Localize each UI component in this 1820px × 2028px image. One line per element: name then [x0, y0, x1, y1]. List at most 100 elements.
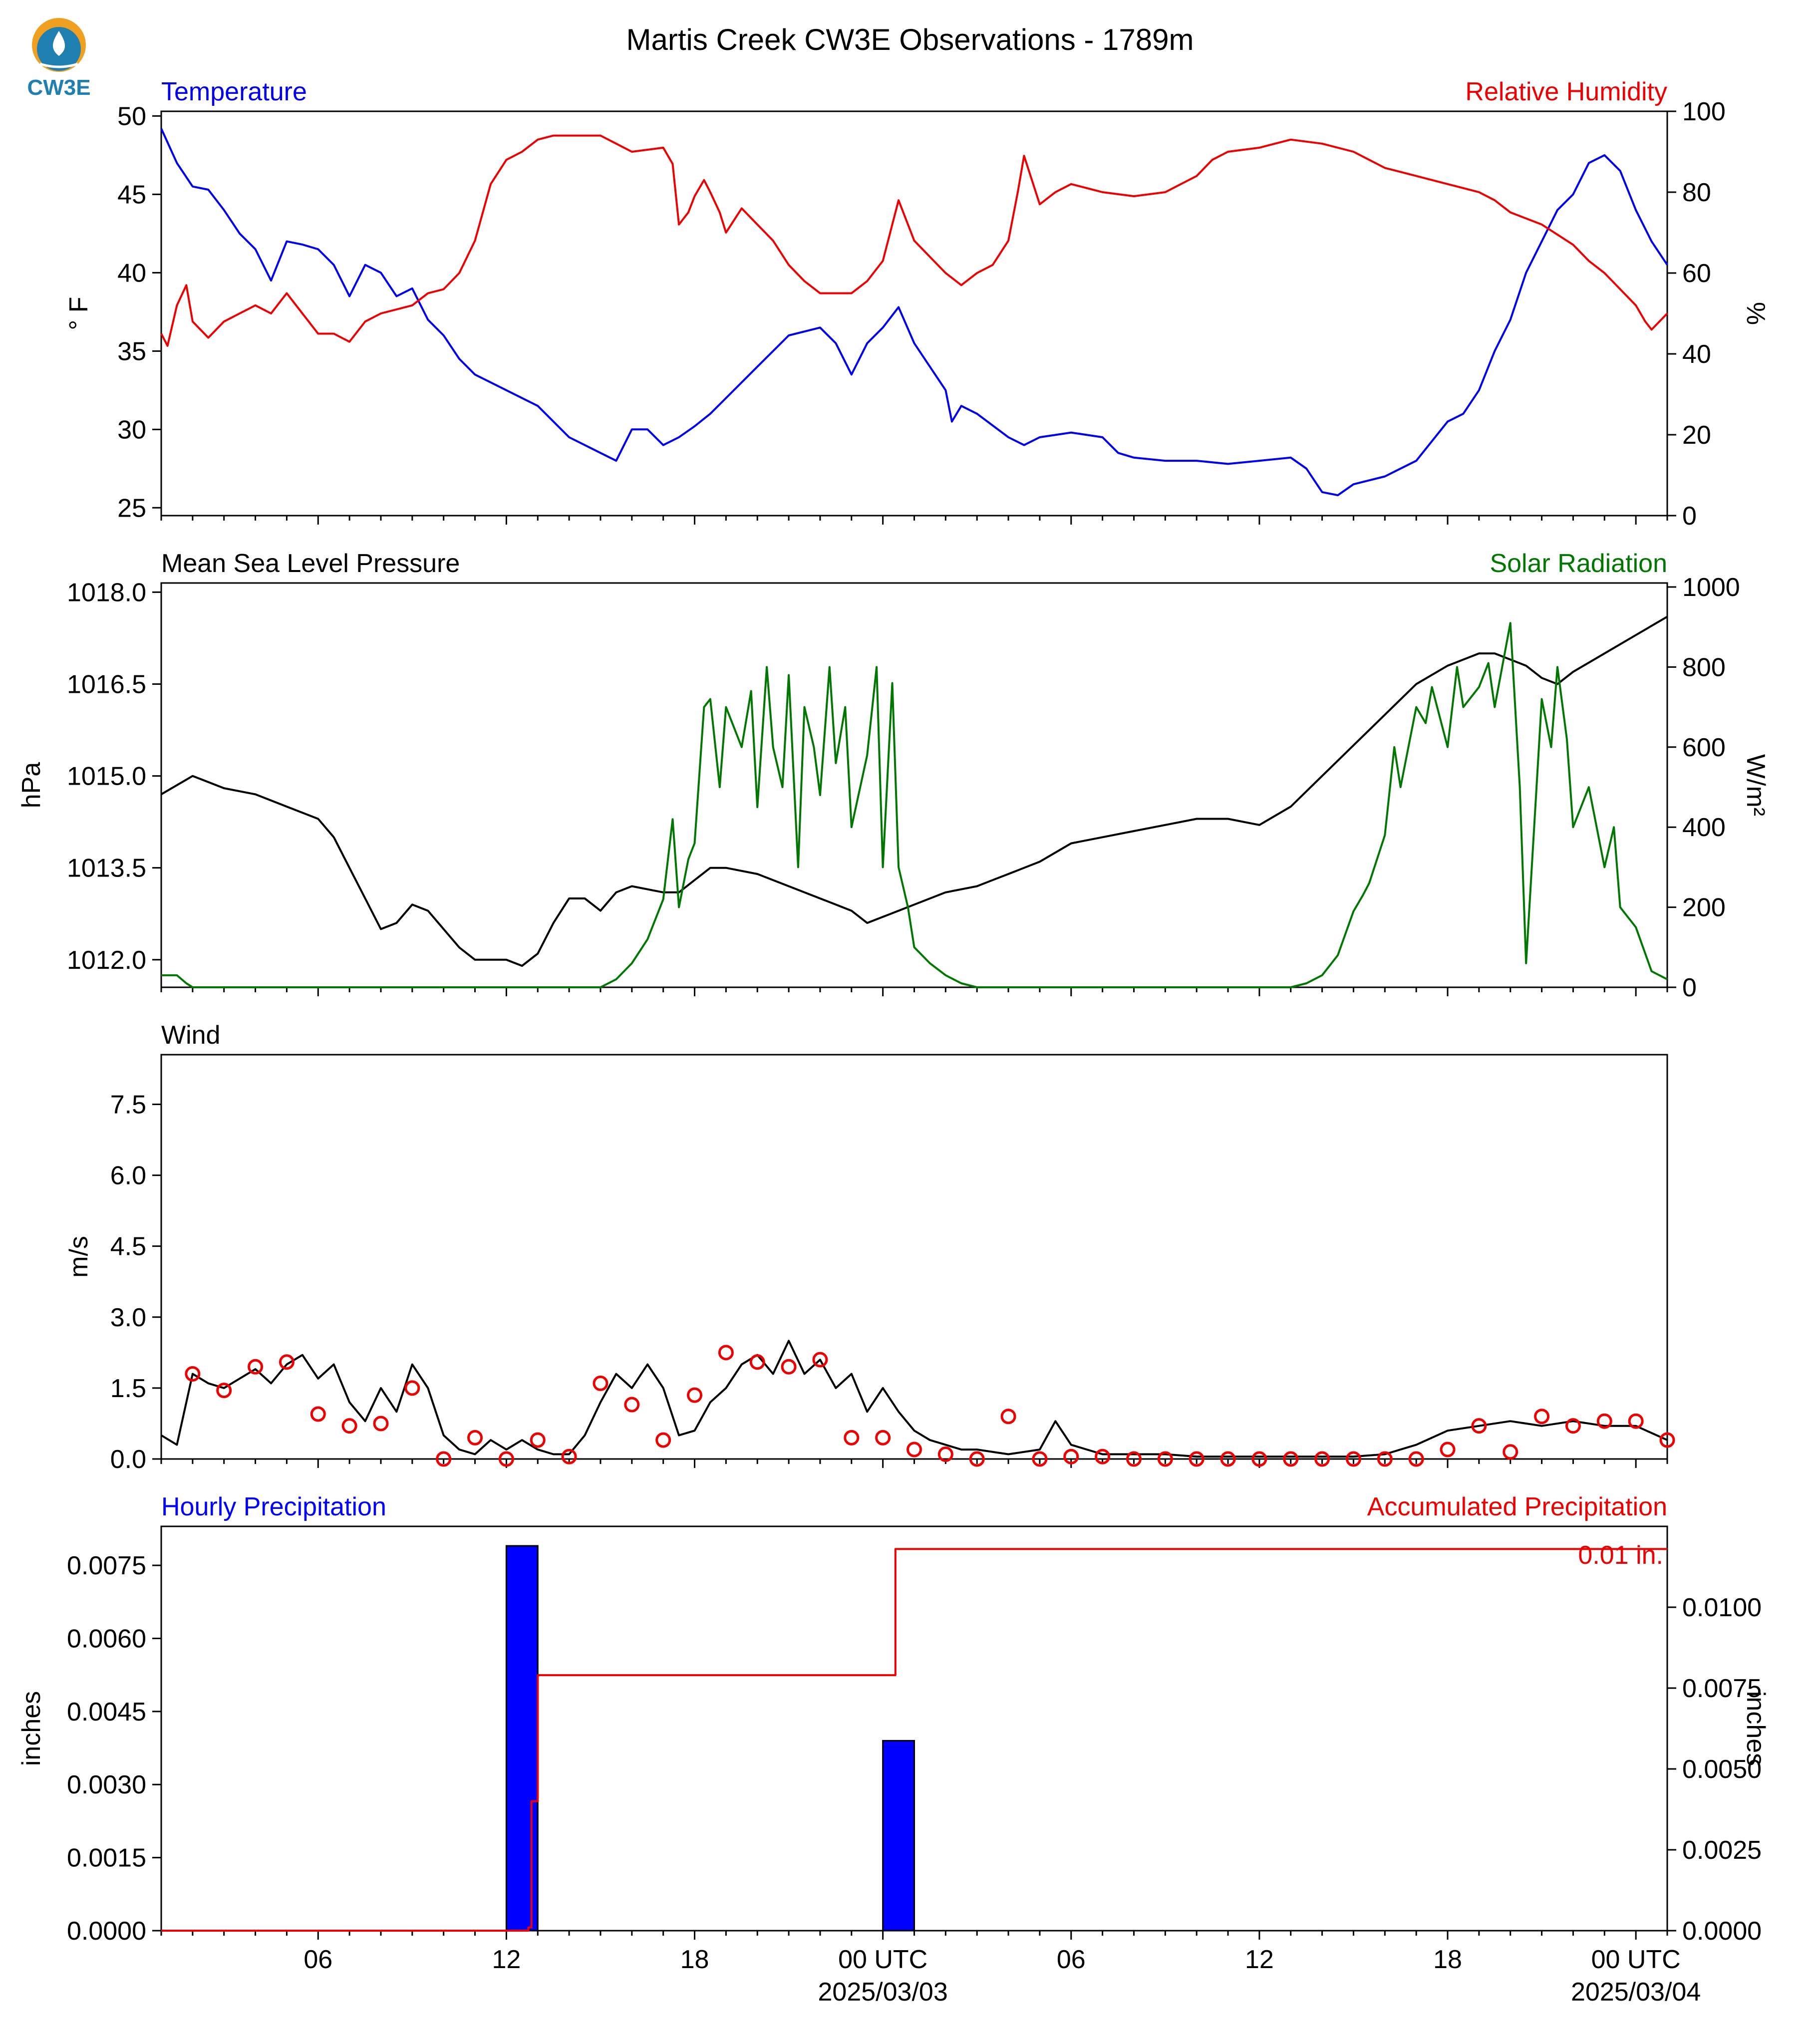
- left-tick-label: 30: [117, 415, 146, 444]
- gust-marker: [310, 1406, 326, 1422]
- x-tick-label: 00 UTC: [838, 1945, 927, 1974]
- left-tick-label: 3.0: [110, 1303, 146, 1332]
- gust-marker: [1377, 1451, 1393, 1467]
- right-tick-label: 1000: [1682, 573, 1740, 602]
- series-line: [161, 622, 1668, 988]
- gust-marker: [1440, 1442, 1456, 1457]
- gust-marker: [1628, 1413, 1644, 1429]
- gust-marker: [373, 1416, 389, 1432]
- gust-marker: [1220, 1451, 1236, 1467]
- left-tick-label: 1018.0: [67, 578, 146, 607]
- gust-marker: [216, 1383, 232, 1399]
- right-axis-label: W/m²: [1741, 754, 1770, 816]
- left-tick-label: 50: [117, 102, 146, 131]
- left-tick-label: 0.0015: [67, 1844, 146, 1873]
- panel-frame: [160, 110, 1668, 517]
- gust-marker: [781, 1359, 797, 1375]
- gust-marker: [937, 1447, 953, 1462]
- gust-marker: [1534, 1409, 1550, 1425]
- panel-right-title: Solar Radiation: [1490, 549, 1667, 578]
- gust-marker: [279, 1354, 295, 1370]
- gust-marker: [1063, 1449, 1079, 1464]
- right-tick-label: 80: [1682, 178, 1711, 207]
- left-axis-label: hPa: [17, 762, 46, 809]
- gust-marker: [844, 1430, 860, 1446]
- right-tick-label: 0.0025: [1682, 1836, 1762, 1865]
- panel-left-title: Temperature: [161, 77, 307, 106]
- left-tick-label: 0.0045: [67, 1698, 146, 1727]
- gust-marker: [875, 1430, 891, 1446]
- gust-marker: [1095, 1449, 1111, 1464]
- series-line: [160, 128, 1668, 497]
- gust-marker: [1283, 1451, 1299, 1467]
- chart-title: Martis Creek CW3E Observations - 1789m: [626, 23, 1194, 56]
- gust-marker: [1189, 1451, 1205, 1467]
- right-tick-label: 0: [1682, 973, 1697, 1002]
- gust-marker: [812, 1352, 828, 1368]
- left-tick-label: 45: [117, 180, 146, 209]
- right-tick-label: 200: [1682, 893, 1726, 922]
- gust-marker: [436, 1451, 452, 1467]
- right-tick-label: 60: [1682, 259, 1711, 288]
- gust-marker: [1000, 1409, 1016, 1425]
- gust-marker: [1126, 1451, 1142, 1467]
- gust-marker: [1565, 1418, 1581, 1434]
- gust-marker: [1659, 1432, 1675, 1448]
- gust-marker: [467, 1430, 483, 1446]
- right-tick-label: 0.0050: [1682, 1755, 1762, 1784]
- left-axis-label: m/s: [64, 1236, 93, 1278]
- left-tick-label: 0.0060: [67, 1624, 146, 1653]
- panels: Temperature Relative Humidity 25 30 35 40 45 50…: [17, 77, 1770, 2007]
- left-axis-label: inches: [17, 1691, 46, 1766]
- right-tick-label: 0: [1682, 502, 1697, 531]
- left-tick-label: 1.5: [110, 1374, 146, 1403]
- panel-wind: Wind 0.0 1.5 3.0 4.5 6.0 7.5 m/s: [64, 1021, 1675, 1474]
- gust-marker: [907, 1442, 922, 1457]
- right-tick-label: 0.0075: [1682, 1674, 1762, 1703]
- gust-marker: [530, 1432, 546, 1448]
- panel-precip: Hourly Precipitation Accumulated Precipit…: [17, 1492, 1770, 2007]
- gust-marker: [341, 1418, 357, 1434]
- gust-marker: [1596, 1413, 1612, 1429]
- left-tick-label: 0.0075: [67, 1551, 146, 1580]
- series-line: [160, 615, 1668, 967]
- panel-left-title: Hourly Precipitation: [161, 1492, 386, 1521]
- right-tick-label: 800: [1682, 653, 1726, 682]
- x-tick-label: 12: [1245, 1945, 1274, 1974]
- gust-marker: [655, 1432, 671, 1448]
- panel-right-title: Relative Humidity: [1465, 77, 1667, 106]
- right-tick-label: 600: [1682, 733, 1726, 762]
- panel-left-title: Wind: [161, 1021, 220, 1050]
- gust-marker: [561, 1449, 577, 1464]
- gust-marker: [1408, 1451, 1424, 1467]
- logo-drop-icon: [52, 31, 65, 56]
- left-tick-label: 35: [117, 337, 146, 366]
- left-tick-label: 1012.0: [67, 946, 146, 975]
- series-line: [161, 1548, 1667, 1932]
- left-tick-label: 40: [117, 259, 146, 288]
- gust-marker: [185, 1366, 201, 1382]
- left-tick-label: 4.5: [110, 1232, 146, 1261]
- gust-marker: [1345, 1451, 1361, 1467]
- gust-marker: [593, 1375, 608, 1391]
- panel-temp_rh: Temperature Relative Humidity 25 30 35 40 45 50…: [64, 77, 1770, 531]
- gust-marker: [969, 1451, 985, 1467]
- right-tick-label: 40: [1682, 340, 1711, 369]
- x-tick-date-label: 2025/03/03: [818, 1978, 948, 2007]
- gust-marker: [1503, 1444, 1518, 1460]
- right-axis-label: inches: [1741, 1691, 1770, 1766]
- panel-left-title: Mean Sea Level Pressure: [161, 549, 460, 578]
- gust-marker: [687, 1387, 703, 1403]
- logo-text: CW3E: [27, 75, 90, 100]
- right-tick-label: 400: [1682, 813, 1726, 842]
- x-tick-label: 06: [303, 1945, 332, 1974]
- gust-marker: [498, 1451, 514, 1467]
- accum-label: 0.01 in.: [1578, 1541, 1663, 1570]
- left-tick-label: 7.5: [110, 1090, 146, 1119]
- x-tick-label: 12: [492, 1945, 521, 1974]
- precip-bar: [882, 1739, 915, 1932]
- left-tick-label: 1013.5: [67, 854, 146, 883]
- panel-mslp_solar: Mean Sea Level Pressure Solar Radiation 10…: [17, 549, 1770, 1002]
- right-tick-label: 0.0100: [1682, 1593, 1762, 1622]
